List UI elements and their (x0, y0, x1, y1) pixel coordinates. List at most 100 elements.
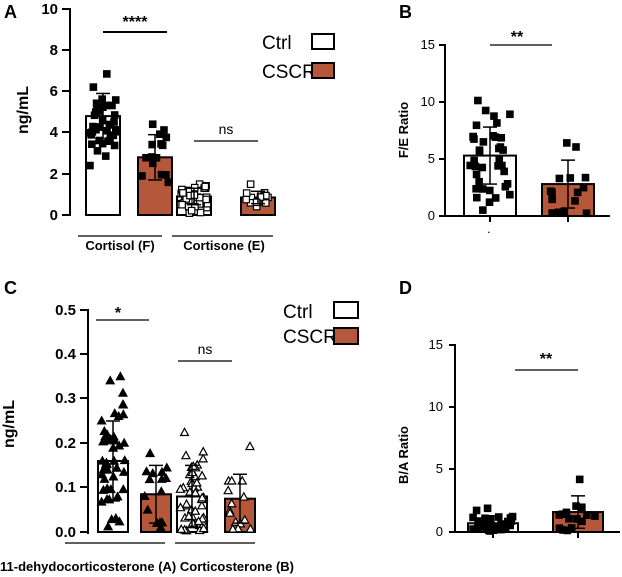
panel-c-ctrl-0-point (111, 462, 122, 472)
panel-d-cscr-point (555, 511, 564, 519)
panel-b-ctrl-point (485, 186, 494, 195)
panel-a-ctrl-0-point (88, 140, 96, 149)
panel-a-ctrl-0-point (86, 161, 94, 170)
panel-c-ctrl-1-point (180, 450, 191, 460)
panel-c-ctrl-0-point (96, 415, 107, 425)
panel-a-cscr-0-point (138, 172, 146, 180)
panel-c-cscr-1-point (223, 485, 234, 495)
panel-c-ctrl-1-point (198, 446, 209, 456)
panel-b-cscr-point (579, 183, 588, 192)
panel-d-ctrl-point (483, 504, 492, 513)
panel-b-ctrl-point (491, 194, 500, 202)
panel-c-ctrl-0-point (114, 516, 125, 526)
panel-d-tick-label: 15 (429, 337, 443, 352)
panel-c-ctrl-1-point (190, 505, 201, 515)
panel-c-ctrl-0-point (102, 483, 113, 493)
panel-c-cscr-0-point (156, 473, 167, 483)
panel-b-tick-label: 10 (421, 94, 435, 109)
panel-a-ctrl-0-point (101, 152, 110, 160)
panel-d-ctrl-point (479, 520, 488, 529)
panel-a-cscr-0-point (148, 120, 157, 129)
panel-a-group-label: Cortisol (F) (85, 238, 154, 253)
panel-d-tick-label: 0 (436, 524, 443, 539)
panel-b-ctrl-point (490, 112, 498, 120)
panel-c-ctrl-1-point (196, 500, 207, 510)
panel-c-cscr-1-point (226, 498, 237, 508)
panel-b-ctrl-point (472, 193, 481, 202)
panel-d-cscr-point (575, 475, 584, 484)
panel-c-ctrl-1-point (198, 523, 209, 533)
panel-d-cscr-point (583, 511, 591, 519)
panel-d-ctrl-point (504, 517, 512, 526)
panel-d-ctrl-point (497, 520, 505, 528)
panel-a-tag: A (4, 2, 17, 22)
panel-b-cscr-point (571, 197, 579, 205)
panel-b-ctrl-point (475, 177, 483, 186)
panel-b-cscr-point (548, 188, 556, 196)
panel-a-cscr-0-point (148, 153, 156, 161)
panel-d-plot-area (467, 475, 604, 535)
panel-c-tick-label: 0.5 (55, 302, 76, 319)
panel-b-cscr-point (572, 143, 580, 151)
panel-c-ctrl-1-point (183, 510, 194, 520)
panel-c-ctrl-0-point (118, 484, 129, 494)
panel-c-y-axis-label: ng/mL (1, 400, 18, 448)
panel-a-ctrl-0-point (110, 141, 119, 150)
panel-b-ctrl-point (472, 121, 481, 130)
panel-c-ctrl-1-point (190, 487, 201, 497)
panel-b-cscr-point (560, 207, 569, 216)
panel-b-ctrl-point (472, 170, 481, 179)
panel-c-ctrl-0-point (99, 425, 110, 435)
panel-b-ctrl-point (469, 133, 478, 141)
legend-a-ctrl-label: Ctrl (262, 33, 292, 54)
panel-c-tick-label: 0.2 (55, 435, 76, 452)
panel-c-tick-label: 0.0 (55, 524, 76, 541)
panel-b-ctrl-point (479, 206, 487, 214)
panel-a-ctrl-1-point (178, 200, 186, 209)
panel-c-cscr-1-point (227, 523, 238, 533)
panel-d-cscr-point (573, 515, 581, 523)
panel-a-ctrl-0-point (95, 123, 103, 131)
panel-b-ctrl-point (495, 155, 504, 164)
panel-a-y-axis-label: ng/mL (15, 86, 32, 134)
legend-c-cscr-label: CSCR (283, 327, 337, 348)
panel-b-ctrl-point (506, 190, 514, 199)
panel-c-ctrl-1-point (198, 453, 209, 463)
panel-a-ctrl-0-point (108, 101, 116, 110)
panel-c-ctrl-1-point (175, 502, 186, 512)
panel-b-ctrl-point (498, 161, 506, 170)
panel-d-tag: D (399, 278, 412, 298)
panel-c-ctrl-0-point (119, 455, 130, 465)
panel-c-tick-label: 0.3 (55, 390, 76, 407)
panel-d-ctrl-point (494, 513, 503, 521)
panel-c-cscr-1-point (244, 441, 255, 451)
legend-c-ctrl-swatch (333, 301, 359, 319)
panel-b-tag: B (399, 2, 412, 22)
panel-b-y-axis-label: F/E Ratio (396, 102, 411, 158)
panel-c-ctrl-0-point (109, 408, 120, 418)
panel-c-cscr-0-point (144, 474, 155, 484)
panel-b-cscr-point (548, 195, 556, 204)
panel-a-ctrl-0-point (98, 95, 106, 103)
panel-c-tag: C (4, 278, 17, 298)
panel-c-cscr-0-point (161, 462, 172, 472)
panel-c-cscr-0-point (147, 468, 158, 478)
panel-b: B F/E Ratio 0 5 10 15 . ** (396, 2, 610, 236)
panel-b-cscr-point (563, 139, 571, 147)
panel-c-plot-area (96, 371, 256, 535)
panel-c-ctrl-0-point (99, 473, 110, 483)
panel-a-ctrl-0-point (87, 131, 96, 139)
panel-c-ctrl-0-point (115, 371, 126, 381)
panel-c-cscr-1-point (226, 475, 237, 485)
panel-c-cscr-0-point (155, 522, 166, 532)
panel-c-ctrl-1-point (179, 427, 190, 437)
panel-b-tick-label: 15 (421, 37, 435, 52)
panel-c-ctrl-1-point (175, 483, 186, 493)
panel-a-ctrl-1-point (201, 182, 210, 191)
panel-b-x-tick-label: . (487, 221, 491, 236)
panel-b-ctrl-point (474, 96, 482, 105)
panel-c-ctrl-1-point (191, 477, 202, 487)
panel-a-ctrl-0-point (95, 107, 103, 115)
panel-a-plot-area (85, 70, 276, 217)
